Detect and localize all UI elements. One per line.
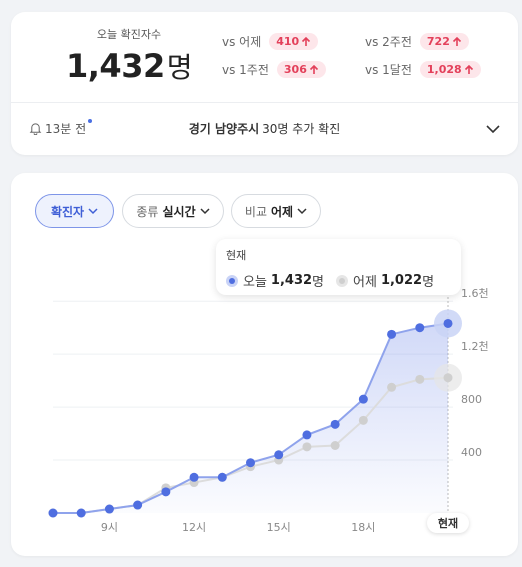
tooltip-title: 현재	[226, 249, 247, 262]
y-tick-label: 800	[461, 393, 482, 406]
yesterday-point	[443, 373, 453, 383]
compare-1week: vs 1주전 306	[222, 61, 326, 78]
today-point	[387, 329, 397, 339]
delta-badge: 410	[269, 33, 319, 50]
today-point	[48, 508, 58, 518]
notice-message: 경기 남양주시 30명 추가 확진	[188, 122, 341, 136]
delta-badge: 1,028	[419, 61, 481, 78]
arrow-up-icon	[464, 64, 473, 74]
arrow-up-icon	[302, 36, 311, 46]
yesterday-legend-dot	[336, 274, 349, 287]
today-point	[246, 458, 255, 468]
today-point	[443, 318, 453, 328]
filter-cases-button[interactable]: 확진자	[35, 194, 114, 228]
today-legend-dot	[226, 274, 238, 287]
today-point	[133, 500, 143, 510]
today-point	[217, 472, 227, 482]
yesterday-point	[358, 415, 368, 425]
y-tick-label: 1.6천	[461, 286, 489, 300]
yesterday-point	[330, 441, 340, 450]
summary-card: 오늘 확진자수 1,432명 vs 어제 410 vs 2주전 722 vs 1…	[11, 12, 518, 155]
y-tick-label: 1.2천	[461, 339, 489, 353]
line-chart[interactable]: 400 800 1.2천 1.6천 9시 12시 15시 18시	[11, 173, 518, 556]
now-marker-label: 현재	[427, 513, 469, 533]
today-point	[330, 419, 340, 429]
yesterday-point	[387, 382, 397, 392]
divider	[11, 102, 518, 103]
x-tick-label: 9시	[101, 521, 118, 534]
today-point	[358, 394, 368, 404]
today-point	[274, 450, 284, 460]
x-tick-label: 18시	[351, 521, 375, 534]
compare-1month: vs 1달전 1,028	[365, 61, 481, 78]
filter-compare-button[interactable]: 비교 어제	[231, 194, 321, 228]
chevron-down-icon	[200, 208, 210, 215]
today-point	[76, 508, 86, 518]
x-tick-label: 12시	[182, 521, 206, 534]
chevron-down-icon	[88, 208, 98, 215]
arrow-up-icon	[452, 36, 461, 46]
notice-time: 13분 전	[45, 119, 93, 137]
tooltip-yesterday: 어제 1,022 명	[336, 271, 434, 290]
today-cases-value: 1,432명	[66, 47, 192, 85]
yesterday-point	[302, 442, 312, 452]
today-area	[53, 323, 448, 513]
chevron-down-icon	[297, 208, 307, 215]
today-point	[189, 472, 199, 482]
filter-type-button[interactable]: 종류 실시간	[122, 194, 224, 228]
today-point	[161, 487, 171, 497]
bell-icon	[29, 123, 42, 135]
chart-tooltip: 현재 오늘 1,432 명 어제 1,022 명	[216, 239, 461, 295]
tooltip-today: 오늘 1,432 명	[226, 271, 324, 290]
delta-badge: 722	[419, 33, 469, 50]
latest-notice[interactable]: 13분 전 경기 남양주시 30명 추가 확진	[29, 102, 500, 155]
new-dot	[88, 119, 93, 123]
x-tick-label: 15시	[267, 521, 291, 534]
y-tick-label: 400	[461, 446, 482, 459]
today-point	[302, 430, 312, 440]
yesterday-point	[415, 374, 425, 384]
chart-card: 확진자 종류 실시간 비교 어제 400 800 1.2천 1.6천 9시 12시 15시 18시…	[11, 173, 518, 556]
delta-badge: 306	[276, 61, 326, 78]
today-point	[104, 504, 114, 514]
today-point	[415, 323, 425, 333]
compare-2weeks: vs 2주전 722	[365, 33, 469, 50]
arrow-up-icon	[309, 64, 318, 74]
chevron-down-icon[interactable]	[486, 123, 500, 135]
compare-yesterday: vs 어제 410	[222, 33, 319, 50]
today-cases-label: 오늘 확진자수	[96, 28, 162, 41]
